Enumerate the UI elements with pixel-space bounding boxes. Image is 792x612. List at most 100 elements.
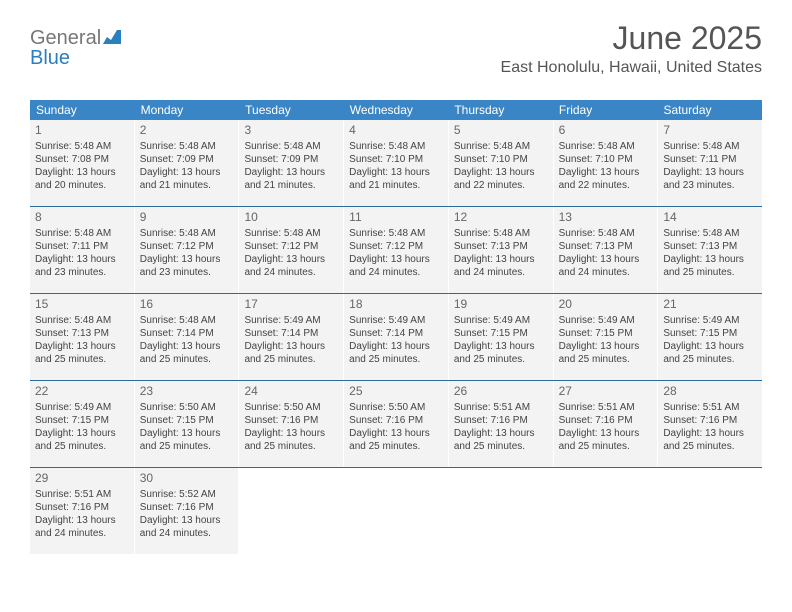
calendar-empty-cell xyxy=(554,468,659,554)
calendar-day-cell: 19Sunrise: 5:49 AMSunset: 7:15 PMDayligh… xyxy=(449,294,554,380)
daylight-text: Daylight: 13 hours and 24 minutes. xyxy=(140,514,234,540)
daylight-text: Daylight: 13 hours and 24 minutes. xyxy=(559,253,653,279)
sunset-text: Sunset: 7:15 PM xyxy=(559,327,653,340)
calendar-header-row: SundayMondayTuesdayWednesdayThursdayFrid… xyxy=(30,100,762,120)
calendar-empty-cell xyxy=(449,468,554,554)
sunrise-text: Sunrise: 5:48 AM xyxy=(454,140,548,153)
daylight-text: Daylight: 13 hours and 25 minutes. xyxy=(140,340,234,366)
day-number: 25 xyxy=(349,384,443,400)
sunrise-text: Sunrise: 5:52 AM xyxy=(140,488,234,501)
daylight-text: Daylight: 13 hours and 21 minutes. xyxy=(244,166,338,192)
sunset-text: Sunset: 7:10 PM xyxy=(454,153,548,166)
calendar-day-cell: 17Sunrise: 5:49 AMSunset: 7:14 PMDayligh… xyxy=(239,294,344,380)
title-block: June 2025 East Honolulu, Hawaii, United … xyxy=(501,20,762,77)
calendar-day-cell: 7Sunrise: 5:48 AMSunset: 7:11 PMDaylight… xyxy=(658,120,762,206)
day-number: 17 xyxy=(244,297,338,313)
sunset-text: Sunset: 7:10 PM xyxy=(559,153,653,166)
sunrise-text: Sunrise: 5:48 AM xyxy=(244,227,338,240)
calendar-day-cell: 11Sunrise: 5:48 AMSunset: 7:12 PMDayligh… xyxy=(344,207,449,293)
daylight-text: Daylight: 13 hours and 25 minutes. xyxy=(244,427,338,453)
calendar-day-cell: 22Sunrise: 5:49 AMSunset: 7:15 PMDayligh… xyxy=(30,381,135,467)
sunset-text: Sunset: 7:09 PM xyxy=(244,153,338,166)
dayname-header: Wednesday xyxy=(344,100,449,120)
sunrise-text: Sunrise: 5:49 AM xyxy=(559,314,653,327)
day-number: 27 xyxy=(559,384,653,400)
logo-chart-icon xyxy=(103,30,121,44)
sunrise-text: Sunrise: 5:50 AM xyxy=(349,401,443,414)
sunrise-text: Sunrise: 5:49 AM xyxy=(663,314,757,327)
day-number: 11 xyxy=(349,210,443,226)
sunset-text: Sunset: 7:12 PM xyxy=(140,240,234,253)
sunset-text: Sunset: 7:16 PM xyxy=(663,414,757,427)
calendar-day-cell: 9Sunrise: 5:48 AMSunset: 7:12 PMDaylight… xyxy=(135,207,240,293)
calendar-day-cell: 8Sunrise: 5:48 AMSunset: 7:11 PMDaylight… xyxy=(30,207,135,293)
sunrise-text: Sunrise: 5:48 AM xyxy=(35,227,129,240)
day-number: 22 xyxy=(35,384,129,400)
sunset-text: Sunset: 7:09 PM xyxy=(140,153,234,166)
day-number: 14 xyxy=(663,210,757,226)
sunrise-text: Sunrise: 5:48 AM xyxy=(559,227,653,240)
calendar-day-cell: 2Sunrise: 5:48 AMSunset: 7:09 PMDaylight… xyxy=(135,120,240,206)
month-year: June 2025 xyxy=(501,20,762,57)
sunrise-text: Sunrise: 5:48 AM xyxy=(140,227,234,240)
day-number: 19 xyxy=(454,297,548,313)
calendar-day-cell: 10Sunrise: 5:48 AMSunset: 7:12 PMDayligh… xyxy=(239,207,344,293)
daylight-text: Daylight: 13 hours and 25 minutes. xyxy=(244,340,338,366)
sunrise-text: Sunrise: 5:48 AM xyxy=(663,227,757,240)
sunset-text: Sunset: 7:16 PM xyxy=(140,501,234,514)
calendar-week-row: 1Sunrise: 5:48 AMSunset: 7:08 PMDaylight… xyxy=(30,120,762,206)
daylight-text: Daylight: 13 hours and 24 minutes. xyxy=(349,253,443,279)
sunrise-text: Sunrise: 5:48 AM xyxy=(454,227,548,240)
sunrise-text: Sunrise: 5:51 AM xyxy=(559,401,653,414)
dayname-header: Tuesday xyxy=(239,100,344,120)
daylight-text: Daylight: 13 hours and 23 minutes. xyxy=(663,166,757,192)
calendar-day-cell: 23Sunrise: 5:50 AMSunset: 7:15 PMDayligh… xyxy=(135,381,240,467)
sunrise-text: Sunrise: 5:50 AM xyxy=(244,401,338,414)
sunset-text: Sunset: 7:11 PM xyxy=(35,240,129,253)
daylight-text: Daylight: 13 hours and 24 minutes. xyxy=(35,514,129,540)
daylight-text: Daylight: 13 hours and 21 minutes. xyxy=(140,166,234,192)
day-number: 24 xyxy=(244,384,338,400)
calendar-day-cell: 15Sunrise: 5:48 AMSunset: 7:13 PMDayligh… xyxy=(30,294,135,380)
logo: General Blue xyxy=(30,28,121,68)
daylight-text: Daylight: 13 hours and 23 minutes. xyxy=(140,253,234,279)
day-number: 29 xyxy=(35,471,129,487)
dayname-header: Friday xyxy=(553,100,658,120)
daylight-text: Daylight: 13 hours and 25 minutes. xyxy=(663,427,757,453)
calendar-day-cell: 5Sunrise: 5:48 AMSunset: 7:10 PMDaylight… xyxy=(449,120,554,206)
calendar-empty-cell xyxy=(239,468,344,554)
day-number: 23 xyxy=(140,384,234,400)
calendar-day-cell: 27Sunrise: 5:51 AMSunset: 7:16 PMDayligh… xyxy=(554,381,659,467)
daylight-text: Daylight: 13 hours and 25 minutes. xyxy=(454,427,548,453)
calendar-week-row: 8Sunrise: 5:48 AMSunset: 7:11 PMDaylight… xyxy=(30,206,762,293)
daylight-text: Daylight: 13 hours and 23 minutes. xyxy=(35,253,129,279)
sunrise-text: Sunrise: 5:51 AM xyxy=(35,488,129,501)
day-number: 16 xyxy=(140,297,234,313)
daylight-text: Daylight: 13 hours and 24 minutes. xyxy=(454,253,548,279)
sunrise-text: Sunrise: 5:49 AM xyxy=(35,401,129,414)
calendar-day-cell: 18Sunrise: 5:49 AMSunset: 7:14 PMDayligh… xyxy=(344,294,449,380)
sunset-text: Sunset: 7:15 PM xyxy=(140,414,234,427)
sunset-text: Sunset: 7:13 PM xyxy=(559,240,653,253)
calendar-day-cell: 13Sunrise: 5:48 AMSunset: 7:13 PMDayligh… xyxy=(554,207,659,293)
sunrise-text: Sunrise: 5:49 AM xyxy=(349,314,443,327)
calendar-day-cell: 29Sunrise: 5:51 AMSunset: 7:16 PMDayligh… xyxy=(30,468,135,554)
day-number: 10 xyxy=(244,210,338,226)
calendar-day-cell: 24Sunrise: 5:50 AMSunset: 7:16 PMDayligh… xyxy=(239,381,344,467)
sunset-text: Sunset: 7:12 PM xyxy=(349,240,443,253)
calendar-day-cell: 12Sunrise: 5:48 AMSunset: 7:13 PMDayligh… xyxy=(449,207,554,293)
day-number: 2 xyxy=(140,123,234,139)
day-number: 30 xyxy=(140,471,234,487)
sunset-text: Sunset: 7:14 PM xyxy=(244,327,338,340)
daylight-text: Daylight: 13 hours and 25 minutes. xyxy=(663,253,757,279)
logo-word-1: General xyxy=(30,27,101,49)
day-number: 15 xyxy=(35,297,129,313)
day-number: 4 xyxy=(349,123,443,139)
dayname-header: Thursday xyxy=(448,100,553,120)
sunrise-text: Sunrise: 5:48 AM xyxy=(349,140,443,153)
sunset-text: Sunset: 7:10 PM xyxy=(349,153,443,166)
sunset-text: Sunset: 7:13 PM xyxy=(35,327,129,340)
sunset-text: Sunset: 7:16 PM xyxy=(559,414,653,427)
sunrise-text: Sunrise: 5:50 AM xyxy=(140,401,234,414)
sunrise-text: Sunrise: 5:48 AM xyxy=(140,314,234,327)
